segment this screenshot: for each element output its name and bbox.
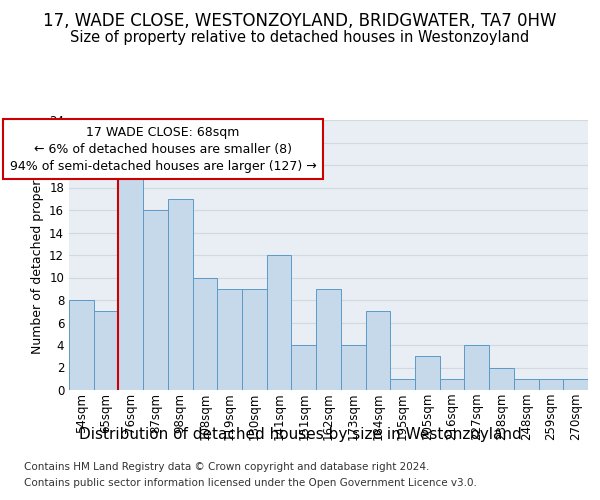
Bar [365,311,390,390]
Bar [390,379,415,390]
Text: Size of property relative to detached houses in Westonzoyland: Size of property relative to detached ho… [70,30,530,45]
Bar [489,368,514,390]
Bar [69,300,94,390]
Bar [563,379,588,390]
Bar [94,311,118,390]
Bar [341,345,365,390]
Bar [143,210,168,390]
Y-axis label: Number of detached properties: Number of detached properties [31,156,44,354]
Text: Contains public sector information licensed under the Open Government Licence v3: Contains public sector information licen… [24,478,477,488]
Text: Contains HM Land Registry data © Crown copyright and database right 2024.: Contains HM Land Registry data © Crown c… [24,462,430,472]
Text: Distribution of detached houses by size in Westonzoyland: Distribution of detached houses by size … [79,428,521,442]
Text: 17, WADE CLOSE, WESTONZOYLAND, BRIDGWATER, TA7 0HW: 17, WADE CLOSE, WESTONZOYLAND, BRIDGWATE… [43,12,557,30]
Bar [539,379,563,390]
Bar [292,345,316,390]
Bar [118,165,143,390]
Bar [242,289,267,390]
Bar [440,379,464,390]
Bar [464,345,489,390]
Bar [415,356,440,390]
Bar [267,255,292,390]
Bar [193,278,217,390]
Bar [316,289,341,390]
Bar [168,198,193,390]
Bar [217,289,242,390]
Bar [514,379,539,390]
Text: 17 WADE CLOSE: 68sqm   
← 6% of detached houses are smaller (8)
94% of semi-deta: 17 WADE CLOSE: 68sqm ← 6% of detached ho… [10,126,316,172]
